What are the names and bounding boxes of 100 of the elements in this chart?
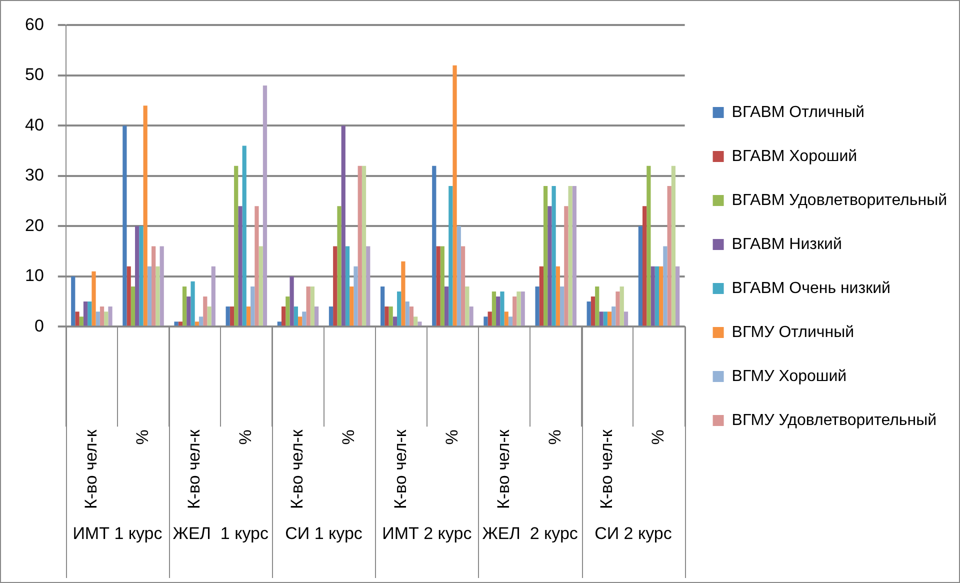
bar <box>178 322 182 326</box>
x-tick-label: % <box>546 430 565 445</box>
bar <box>242 146 246 326</box>
bar <box>620 286 624 326</box>
bar <box>75 312 80 326</box>
bar <box>152 246 156 326</box>
bar <box>298 316 302 326</box>
bar <box>174 322 178 326</box>
bar <box>337 206 342 326</box>
bar <box>520 291 525 326</box>
bar <box>568 186 572 326</box>
bar <box>194 322 199 326</box>
bar <box>492 291 496 326</box>
bar <box>504 312 508 326</box>
bar <box>612 306 616 326</box>
bar <box>508 316 513 326</box>
legend-label: ВГМУ Хороший <box>732 368 847 385</box>
bar <box>286 296 290 326</box>
bar <box>122 126 127 326</box>
bar <box>590 296 596 326</box>
bar <box>250 286 255 326</box>
bar <box>310 286 314 326</box>
bar <box>663 246 668 326</box>
bar <box>624 312 628 326</box>
bar <box>277 322 282 326</box>
bar <box>83 302 88 326</box>
bar <box>484 316 488 326</box>
x-tick-label: К-во чел-к <box>288 429 307 510</box>
bar <box>440 246 444 326</box>
bar <box>444 286 449 326</box>
text: СИ 1 курс <box>285 524 363 544</box>
bar <box>182 286 187 326</box>
bar <box>234 166 238 326</box>
bar <box>650 266 655 326</box>
bar <box>104 312 108 326</box>
bar <box>92 271 96 326</box>
bar <box>328 306 334 326</box>
bar <box>456 226 461 326</box>
bar <box>638 226 642 326</box>
x-tick-label: % <box>442 430 462 445</box>
y-tick-label: 40 <box>24 115 44 134</box>
bar <box>414 316 418 326</box>
bar <box>350 286 354 326</box>
bar <box>432 166 436 326</box>
bar <box>333 246 338 326</box>
bar <box>290 276 294 326</box>
y-tick-label: 30 <box>24 166 44 185</box>
bar <box>143 106 148 326</box>
bar <box>262 85 268 326</box>
bar <box>535 286 540 326</box>
bar <box>345 246 350 326</box>
bar <box>448 186 453 326</box>
bar <box>362 166 366 326</box>
bar <box>258 246 263 326</box>
bar <box>616 291 620 326</box>
bar <box>409 306 414 326</box>
bar <box>671 166 676 326</box>
bar <box>516 291 521 326</box>
bar <box>659 266 664 326</box>
x-tick-label: % <box>132 430 152 445</box>
bar <box>211 266 216 326</box>
bar <box>341 126 346 326</box>
bar <box>512 296 517 326</box>
bar <box>160 246 164 326</box>
bar <box>572 186 576 326</box>
y-tick-label: 20 <box>24 216 44 235</box>
text: ЖЕЛ 2 курс <box>482 524 578 544</box>
bar <box>358 166 362 326</box>
text: ИМТ 1 курс <box>72 524 163 544</box>
bar <box>599 312 604 326</box>
bar <box>548 206 552 326</box>
bar <box>198 316 204 326</box>
x-tick-label: К-во чел-к <box>494 429 513 510</box>
y-tick-label: 0 <box>34 316 44 336</box>
y-tick-label: 10 <box>24 266 44 286</box>
bar <box>100 306 104 326</box>
legend-label: ВГАВМ Низкий <box>732 236 842 253</box>
bar <box>302 312 306 326</box>
bar <box>380 286 385 326</box>
bar <box>126 266 131 326</box>
bar <box>405 302 410 326</box>
bar <box>543 186 548 326</box>
y-tick-label: 50 <box>24 65 44 84</box>
bar <box>203 296 208 326</box>
bar <box>130 286 136 326</box>
x-tick-label: К-во чел-к <box>184 429 204 510</box>
legend-label: ВГМУ Отличный <box>732 324 854 341</box>
bar <box>147 266 152 326</box>
legend-label: ВГМУ Удовлетворительный <box>732 412 937 429</box>
bar <box>539 266 544 326</box>
bar <box>314 306 319 326</box>
text: ИМТ 2 курс <box>382 524 472 544</box>
bar <box>401 261 406 326</box>
bar <box>135 226 140 326</box>
bar <box>186 296 191 326</box>
bar <box>156 266 160 326</box>
bar <box>676 266 680 326</box>
bar <box>139 226 144 326</box>
bar <box>254 206 259 326</box>
bar <box>552 186 556 326</box>
